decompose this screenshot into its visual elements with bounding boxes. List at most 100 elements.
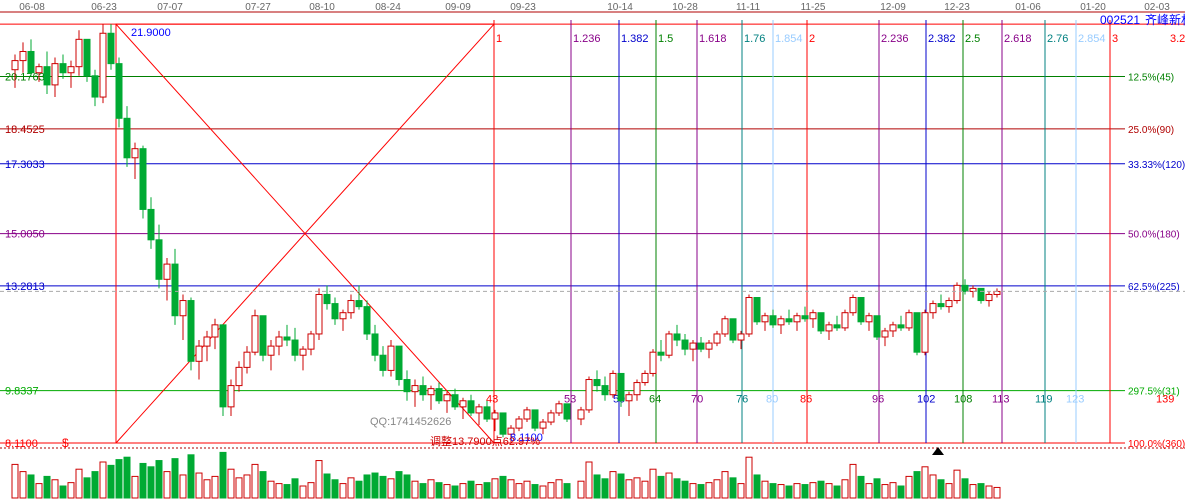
volume-bar [444, 485, 450, 498]
candle-body [890, 325, 896, 331]
candle-body [762, 316, 768, 322]
candle-body [484, 407, 490, 419]
candle-body [276, 337, 282, 346]
time-ratio-label: 1.76 [744, 33, 765, 45]
candle-body [36, 67, 42, 73]
volume-bar [100, 462, 106, 498]
volume-bar [690, 484, 696, 498]
volume-bar [842, 480, 848, 498]
dollar-sign: $ [62, 436, 69, 450]
candle-body [12, 61, 18, 70]
candle-body [578, 410, 584, 419]
volume-bar [634, 478, 640, 498]
candle-body [380, 355, 386, 370]
candle-body [100, 33, 106, 97]
volume-bar [276, 484, 282, 498]
volume-bar [666, 473, 672, 498]
volume-bar [20, 472, 26, 498]
x-tick-label: 08-24 [375, 2, 401, 13]
candle-body [794, 316, 800, 322]
adjustment-text: 调整13.7900点62.97% [430, 434, 540, 448]
x-tick-label: 07-27 [245, 2, 271, 13]
time-ratio-label: 2.76 [1047, 33, 1068, 45]
volume-bar [698, 485, 704, 498]
volume-bar [626, 480, 632, 498]
volume-bar [874, 479, 880, 498]
bar-count-label: 43 [486, 394, 498, 406]
candle-body [690, 343, 696, 349]
volume-bar [746, 457, 752, 498]
volume-bar [244, 475, 250, 498]
volume-bar [754, 475, 760, 498]
candle-body [706, 343, 712, 349]
volume-bar [586, 462, 592, 498]
candle-body [260, 316, 266, 355]
candle-body [164, 264, 170, 279]
volume-bar [938, 480, 944, 498]
candle-body [220, 325, 226, 407]
bar-count-label: 119 [1035, 394, 1053, 406]
x-tick-label: 10-14 [607, 2, 633, 13]
price-label: 18.4525 [5, 124, 45, 136]
volume-bar [866, 484, 872, 498]
volume-bar [284, 485, 290, 498]
candle-body [634, 383, 640, 395]
candle-body [540, 422, 546, 428]
volume-bar [914, 472, 920, 498]
volume-bar [794, 484, 800, 498]
candle-body [412, 386, 418, 392]
candle-body [532, 410, 538, 428]
x-tick-label: 09-23 [510, 2, 536, 13]
candle-body [698, 343, 704, 349]
candle-body [986, 294, 992, 300]
candle-body [834, 325, 840, 328]
candle-body [340, 313, 346, 319]
candle-body [898, 325, 904, 328]
candle-body [618, 373, 624, 400]
candle-body [492, 413, 498, 419]
gann-pct-label: 12.5%(45) [1128, 73, 1174, 84]
bar-count-label: 113 [992, 394, 1010, 406]
candle-body [460, 401, 466, 407]
candle-body [108, 33, 114, 63]
volume-bar [994, 487, 1000, 498]
candle-body [268, 346, 274, 355]
candle-body [228, 386, 234, 407]
candle-body [308, 334, 314, 349]
volume-bar [540, 486, 546, 498]
volume-bar [500, 476, 506, 498]
x-tick-label: 06-08 [19, 2, 45, 13]
candle-body [348, 301, 354, 313]
candle-body [116, 64, 122, 119]
volume-bar [52, 480, 58, 498]
candle-body [746, 298, 752, 334]
volume-bar [930, 475, 936, 498]
volume-bar [140, 463, 146, 498]
volume-bar [68, 483, 74, 498]
volume-bar [44, 476, 50, 498]
time-ratio-label: 1.5 [658, 33, 673, 45]
x-tick-label: 01-06 [1015, 2, 1041, 13]
candle-body [372, 334, 378, 355]
volume-bar [524, 481, 530, 498]
candle-body [906, 313, 912, 328]
candle-body [586, 380, 592, 410]
volume-bar [826, 484, 832, 498]
volume-bar [970, 485, 976, 498]
volume-bar [762, 481, 768, 498]
gann-chart[interactable]: 06-0806-2307-0707-2708-1008-2409-0909-23… [0, 0, 1185, 500]
volume-bar [412, 481, 418, 498]
candle-body [316, 294, 322, 333]
volume-bar [348, 478, 354, 498]
volume-bar [428, 480, 434, 498]
candle-body [946, 301, 952, 307]
candle-body [516, 419, 522, 428]
candle-body [324, 294, 330, 303]
volume-bar [770, 484, 776, 498]
volume-bar [802, 485, 808, 498]
candle-body [476, 407, 482, 413]
gann-pct-label: 25.0%(90) [1128, 125, 1174, 136]
candle-body [666, 334, 672, 355]
volume-bar [388, 479, 394, 498]
candle-body [332, 304, 338, 319]
